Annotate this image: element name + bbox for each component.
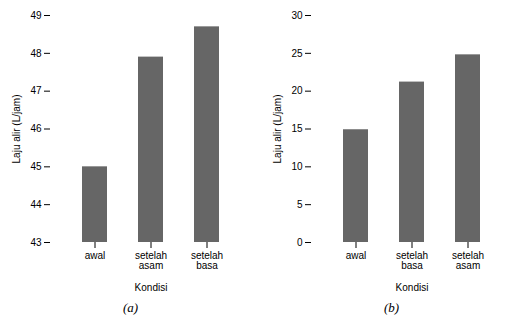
svg-text:46: 46 (30, 123, 42, 134)
svg-text:setelahasam: setelahasam (452, 250, 484, 271)
svg-text:48: 48 (30, 48, 42, 59)
svg-text:5: 5 (297, 199, 303, 210)
svg-text:44: 44 (30, 199, 42, 210)
svg-text:setelahbasa: setelahbasa (396, 250, 428, 271)
svg-text:15: 15 (291, 123, 303, 134)
svg-text:49: 49 (30, 10, 42, 21)
svg-text:0: 0 (297, 237, 303, 248)
svg-text:47: 47 (30, 85, 42, 96)
svg-text:25: 25 (291, 48, 303, 59)
svg-text:Kondisi: Kondisi (396, 282, 429, 293)
svg-text:setelahasam: setelahasam (135, 250, 167, 271)
html-text:(b): (b) (383, 300, 400, 315)
svg-text:awal: awal (85, 250, 106, 261)
svg-text:10: 10 (291, 161, 303, 172)
svg-text:20: 20 (291, 85, 303, 96)
svg-text:awal: awal (346, 250, 367, 261)
svg-text:30: 30 (291, 10, 303, 21)
svg-text:Laju alir (L/jam): Laju alir (L/jam) (11, 95, 22, 164)
html-text:(a): (a) (122, 300, 139, 315)
svg-text:43: 43 (30, 237, 42, 248)
svg-text:Kondisi: Kondisi (135, 282, 168, 293)
svg-text:Laju alir (L/jam): Laju alir (L/jam) (272, 95, 283, 164)
svg-text:45: 45 (30, 161, 42, 172)
svg-text:setelahbasa: setelahbasa (191, 250, 223, 271)
